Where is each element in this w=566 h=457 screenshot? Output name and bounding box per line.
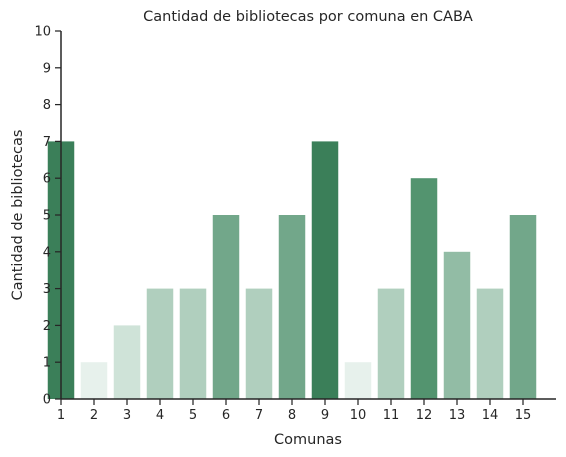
x-tick-label: 12: [416, 408, 433, 423]
y-tick-label: 5: [43, 209, 51, 224]
bar-comuna-2: [80, 362, 108, 399]
y-tick-label: 8: [43, 98, 51, 113]
bar-comuna-12: [410, 178, 438, 399]
bar-comuna-5: [179, 288, 207, 399]
y-tick-label: 10: [34, 25, 51, 40]
x-tick-label: 9: [321, 408, 329, 423]
y-tick-label: 1: [43, 356, 51, 371]
x-tick-label: 3: [123, 408, 131, 423]
bar-comuna-3: [113, 325, 141, 399]
y-axis-ticks: 0 1 2 3 4 5 6 7 8 9 10: [34, 25, 61, 408]
x-tick-label: 11: [383, 408, 400, 423]
x-tick-label: 6: [222, 408, 230, 423]
y-tick-label: 4: [43, 245, 51, 260]
y-tick-label: 3: [43, 282, 51, 297]
y-tick-label: 2: [43, 319, 51, 334]
bar-comuna-14: [476, 288, 504, 399]
y-axis-label: Cantidad de bibliotecas: [10, 130, 26, 301]
bar-comuna-9: [311, 141, 339, 399]
x-tick-label: 13: [449, 408, 466, 423]
x-tick-label: 7: [255, 408, 263, 423]
bar-comuna-11: [377, 288, 405, 399]
x-tick-label: 4: [156, 408, 164, 423]
x-tick-label: 1: [57, 408, 65, 423]
y-tick-label: 6: [43, 172, 51, 187]
bar-comuna-13: [443, 251, 471, 399]
bar-comuna-10: [344, 362, 372, 399]
x-tick-label: 15: [515, 408, 532, 423]
chart-title: Cantidad de bibliotecas por comuna en CA…: [143, 9, 473, 25]
bar-comuna-6: [212, 215, 240, 399]
bars-group: [47, 141, 537, 399]
x-tick-label: 14: [482, 408, 499, 423]
x-tick-label: 8: [288, 408, 296, 423]
bar-comuna-8: [278, 215, 306, 399]
x-axis-ticks: 1 2 3 4 5 6 7 8 9 10 11 12 13 14 15: [57, 399, 531, 423]
y-tick-label: 0: [43, 393, 51, 408]
y-tick-label: 9: [43, 61, 51, 76]
bar-comuna-15: [509, 215, 537, 399]
x-tick-label: 5: [189, 408, 197, 423]
bar-comuna-4: [146, 288, 174, 399]
x-axis-label: Comunas: [274, 432, 342, 448]
bar-comuna-7: [245, 288, 273, 399]
x-tick-label: 2: [90, 408, 98, 423]
y-tick-label: 7: [43, 135, 51, 150]
x-tick-label: 10: [350, 408, 367, 423]
